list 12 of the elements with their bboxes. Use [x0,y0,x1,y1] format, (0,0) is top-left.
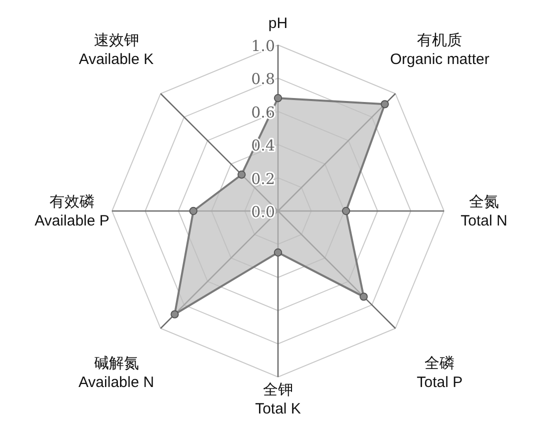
spoke-label: 全钾 Total K [255,382,301,418]
spoke-label: 速效钾 Available K [78,32,154,68]
spoke-label: 全氮 Total N [460,194,508,230]
spoke-label: 有效磷 Available P [34,194,110,230]
spoke-label: 全磷 Total P [416,355,463,392]
y-tick-label: 0.2 [251,170,275,188]
spoke-label: 有机质 Organic matter [390,32,490,68]
y-tick-label: 0.0 [251,203,275,221]
y-tick-label: 1.0 [251,37,275,55]
spoke-label: pH [268,15,288,32]
y-tick-label: 0.8 [251,70,275,88]
spoke-label: 碱解氮 Available N [78,355,154,392]
